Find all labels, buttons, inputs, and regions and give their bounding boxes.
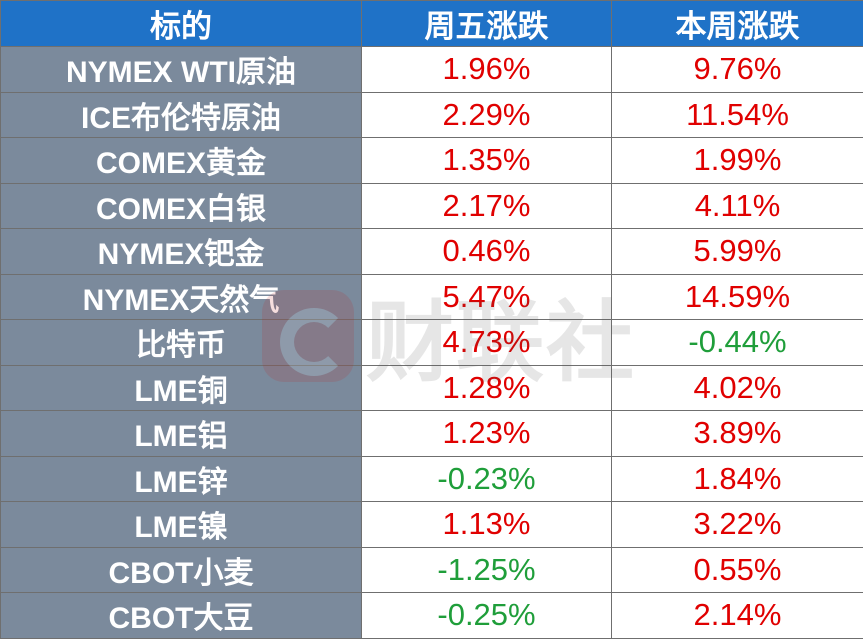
weekly-change: 4.02% xyxy=(612,365,863,411)
weekly-change: 5.99% xyxy=(612,229,863,275)
weekly-change: 2.14% xyxy=(612,593,863,639)
asset-name: LME镍 xyxy=(1,502,362,548)
table-row: CBOT小麦 -1.25% 0.55% xyxy=(1,547,863,593)
table-row: LME铝 1.23% 3.89% xyxy=(1,411,863,457)
header-row: 标的 周五涨跌 本周涨跌 xyxy=(1,1,863,47)
asset-name: NYMEX钯金 xyxy=(1,229,362,275)
friday-change: 2.17% xyxy=(362,183,612,229)
friday-change: 1.35% xyxy=(362,138,612,184)
friday-change: 2.29% xyxy=(362,92,612,138)
table-row: NYMEX天然气 5.47% 14.59% xyxy=(1,274,863,320)
asset-name: LME铜 xyxy=(1,365,362,411)
friday-change: 0.46% xyxy=(362,229,612,275)
weekly-change: 1.99% xyxy=(612,138,863,184)
asset-name: CBOT小麦 xyxy=(1,547,362,593)
weekly-change: 14.59% xyxy=(612,274,863,320)
table-row: COMEX白银 2.17% 4.11% xyxy=(1,183,863,229)
table-row: LME镍 1.13% 3.22% xyxy=(1,502,863,548)
asset-name: NYMEX天然气 xyxy=(1,274,362,320)
asset-name: CBOT大豆 xyxy=(1,593,362,639)
weekly-change: 9.76% xyxy=(612,47,863,93)
asset-name: NYMEX WTI原油 xyxy=(1,47,362,93)
asset-name: LME铝 xyxy=(1,411,362,457)
table-row: LME锌 -0.23% 1.84% xyxy=(1,456,863,502)
friday-change: -0.25% xyxy=(362,593,612,639)
friday-change: 4.73% xyxy=(362,320,612,366)
friday-change: 1.96% xyxy=(362,47,612,93)
asset-name: ICE布伦特原油 xyxy=(1,92,362,138)
table-row: COMEX黄金 1.35% 1.99% xyxy=(1,138,863,184)
asset-name: 比特币 xyxy=(1,320,362,366)
friday-change: 1.23% xyxy=(362,411,612,457)
asset-name: LME锌 xyxy=(1,456,362,502)
weekly-change: -0.44% xyxy=(612,320,863,366)
weekly-change: 4.11% xyxy=(612,183,863,229)
header-friday-change: 周五涨跌 xyxy=(362,1,612,47)
friday-change: -1.25% xyxy=(362,547,612,593)
table-row: ICE布伦特原油 2.29% 11.54% xyxy=(1,92,863,138)
weekly-change: 11.54% xyxy=(612,92,863,138)
friday-change: -0.23% xyxy=(362,456,612,502)
friday-change: 5.47% xyxy=(362,274,612,320)
table-row: LME铜 1.28% 4.02% xyxy=(1,365,863,411)
friday-change: 1.28% xyxy=(362,365,612,411)
header-asset: 标的 xyxy=(1,1,362,47)
asset-name: COMEX黄金 xyxy=(1,138,362,184)
weekly-change: 3.22% xyxy=(612,502,863,548)
weekly-change: 1.84% xyxy=(612,456,863,502)
asset-name: COMEX白银 xyxy=(1,183,362,229)
table-row: CBOT大豆 -0.25% 2.14% xyxy=(1,593,863,639)
table-row: 比特币 4.73% -0.44% xyxy=(1,320,863,366)
table-row: NYMEX钯金 0.46% 5.99% xyxy=(1,229,863,275)
table-row: NYMEX WTI原油 1.96% 9.76% xyxy=(1,47,863,93)
weekly-change: 3.89% xyxy=(612,411,863,457)
friday-change: 1.13% xyxy=(362,502,612,548)
header-weekly-change: 本周涨跌 xyxy=(612,1,863,47)
weekly-change: 0.55% xyxy=(612,547,863,593)
